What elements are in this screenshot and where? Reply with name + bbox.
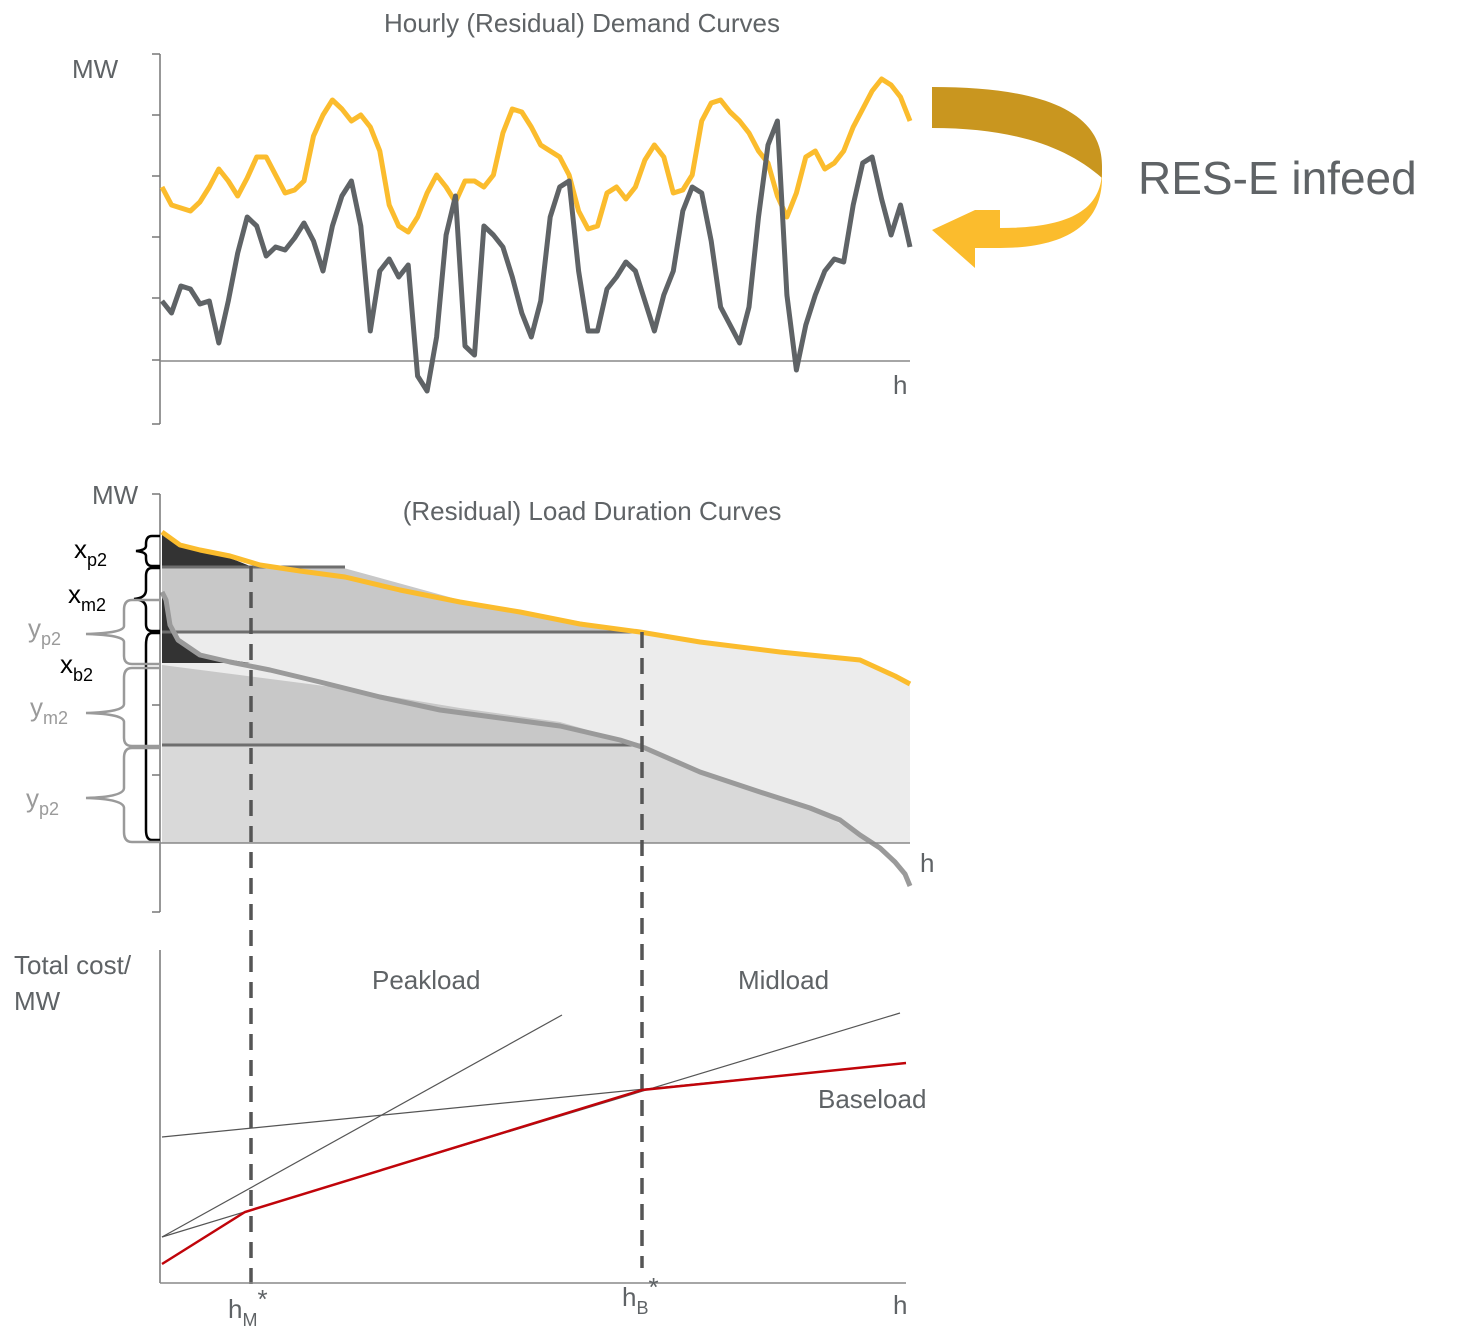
- cost-x-label: h: [893, 1290, 907, 1320]
- horizontal-dividers: [162, 565, 642, 747]
- bracket-xp2: [135, 534, 160, 568]
- label-xb2: xb2: [60, 649, 93, 685]
- threshold-guides: [249, 566, 644, 1288]
- res-infeed-label: RES-E infeed: [1138, 152, 1417, 204]
- label-yp2-lower: yp2: [26, 783, 59, 819]
- bracket-yp2-lower: [85, 746, 160, 844]
- cost-y-label-line1: Total cost/: [14, 950, 132, 980]
- hourly-demand-x-label: h: [893, 370, 907, 400]
- hourly-demand-title: Hourly (Residual) Demand Curves: [384, 8, 780, 38]
- area-midload-block: [162, 567, 640, 632]
- load-duration-title: (Residual) Load Duration Curves: [403, 496, 782, 526]
- bracket-xb2: [144, 631, 160, 842]
- region-baseload-label: Baseload: [818, 1084, 926, 1114]
- ldc-y-ticks: [152, 566, 160, 776]
- label-yp2-upper: yp2: [28, 613, 61, 649]
- area-residual-mid-block: [162, 665, 640, 745]
- residual-duration-curve: [159, 590, 913, 887]
- cost-line-peak: [161, 1014, 563, 1238]
- least-cost-envelope: [161, 1061, 907, 1266]
- hourly-y-ticks: [152, 114, 160, 361]
- bracket-ym2: [85, 666, 160, 748]
- screening-curve-panel: Total cost/ MW h Peakload Midload Baselo…: [14, 950, 926, 1328]
- region-midload-label: Midload: [738, 965, 829, 995]
- label-xm2: xm2: [68, 579, 106, 615]
- load-duration-y-label: MW: [92, 480, 139, 510]
- demand-duration-curve: [160, 529, 912, 687]
- load-duration-panel: (Residual) Load Duration Curves MW h: [26, 480, 934, 913]
- marker-hb-label: hB*: [622, 1272, 659, 1318]
- cost-y-label-line2: MW: [14, 986, 61, 1016]
- hourly-demand-y-label: MW: [72, 54, 119, 84]
- marker-hm-label: hM*: [228, 1284, 268, 1328]
- brackets-black: [133, 534, 160, 842]
- res-arrow-upper-band: [932, 87, 1102, 178]
- label-ym2: ym2: [30, 692, 68, 728]
- res-infeed-annotation: RES-E infeed: [932, 87, 1417, 268]
- load-duration-x-label: h: [920, 848, 934, 878]
- brackets-gray: [85, 598, 160, 844]
- label-xp2: xp2: [74, 534, 107, 570]
- residual-demand-curve: [160, 118, 913, 394]
- bracket-yp2-upper: [85, 598, 160, 666]
- res-arrow-lower-band: [932, 170, 1102, 268]
- region-peakload-label: Peakload: [372, 965, 480, 995]
- demand-curve: [159, 76, 913, 235]
- hourly-demand-panel: Hourly (Residual) Demand Curves MW h: [72, 8, 913, 425]
